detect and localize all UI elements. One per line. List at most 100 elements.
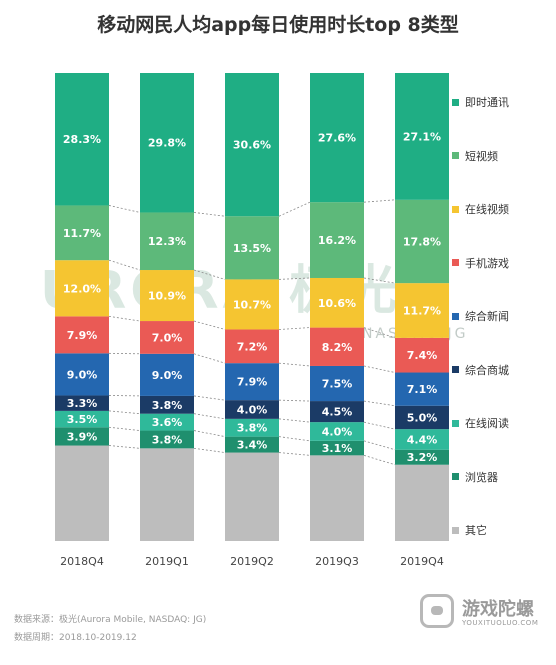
bar-segment xyxy=(55,395,109,411)
bar-segment xyxy=(140,448,194,541)
data-label: 3.1% xyxy=(322,442,353,455)
data-label: 11.7% xyxy=(63,227,101,240)
data-label: 11.7% xyxy=(403,305,441,318)
legend-label: 手机游戏 xyxy=(465,256,509,270)
bar-segment xyxy=(395,337,449,373)
data-label: 27.1% xyxy=(403,130,441,143)
bar-segment xyxy=(55,260,109,317)
bar-segment xyxy=(310,73,364,203)
connector-line xyxy=(108,205,141,213)
data-label: 7.2% xyxy=(237,340,268,353)
data-label: 7.9% xyxy=(67,329,98,342)
legend-label: 综合新闻 xyxy=(465,310,509,323)
data-label: 7.9% xyxy=(237,376,268,389)
data-label: 10.9% xyxy=(148,290,186,303)
connector-line xyxy=(363,421,396,430)
connector-line xyxy=(193,212,226,217)
legend-item: 在线阅读 xyxy=(452,416,509,430)
connector-line xyxy=(193,430,226,438)
footer-source-value: 极光(Aurora Mobile, NASDAQ: JG) xyxy=(59,615,207,625)
connector-line xyxy=(363,277,396,284)
bar-segment xyxy=(395,199,449,284)
data-label: 3.3% xyxy=(67,397,98,410)
stacked-bar-chart: 3.9% 3.5% 3.3% 9.0% 7.9% 12.0% 11.7% 28.3% 2018Q… xyxy=(55,73,449,568)
bar-segment xyxy=(395,464,449,541)
data-label: 3.8% xyxy=(152,399,183,412)
data-label: 4.5% xyxy=(322,406,353,419)
bar-segment xyxy=(395,372,449,406)
connector-line xyxy=(363,440,396,451)
data-label: 16.2% xyxy=(318,234,356,247)
data-label: 4.0% xyxy=(322,425,353,438)
connector-line xyxy=(278,201,311,217)
connector-line xyxy=(193,395,226,401)
data-label: 29.8% xyxy=(148,137,186,150)
data-label: 8.2% xyxy=(322,341,353,354)
data-label: 10.6% xyxy=(318,297,356,310)
bar-segment xyxy=(55,410,109,428)
bar-segment xyxy=(140,413,194,431)
bar-segment xyxy=(395,283,449,338)
connector-line xyxy=(108,445,141,449)
legend-item: 浏览器 xyxy=(452,470,498,484)
connector-line xyxy=(363,400,396,407)
connector-line xyxy=(363,199,396,203)
bar-segment xyxy=(140,353,194,396)
bar-segment xyxy=(395,73,449,200)
data-label: 13.5% xyxy=(233,242,271,255)
connector-line xyxy=(193,353,226,364)
legend-swatch xyxy=(452,473,459,480)
bar-segment xyxy=(225,418,279,437)
data-label: 4.4% xyxy=(407,433,438,446)
connector-line xyxy=(363,365,396,373)
bar-segment xyxy=(395,449,449,465)
connector-line xyxy=(278,277,311,280)
connector-line xyxy=(278,399,311,402)
legend-swatch xyxy=(452,152,459,159)
bar-segment xyxy=(225,436,279,453)
bar-segment xyxy=(395,405,449,430)
data-label: 3.5% xyxy=(67,413,98,426)
data-label: 3.9% xyxy=(67,430,98,443)
legend-item: 即时通讯 xyxy=(452,95,509,109)
bar-segment xyxy=(310,401,364,423)
data-label: 12.0% xyxy=(63,282,101,295)
data-label: 17.8% xyxy=(403,235,441,248)
data-label: 3.4% xyxy=(237,439,268,452)
data-label: 5.0% xyxy=(407,411,438,424)
bar-segment xyxy=(140,430,194,449)
x-tick-label: 2019Q3 xyxy=(315,555,359,568)
data-label: 4.0% xyxy=(237,403,268,416)
data-label: 7.5% xyxy=(322,378,353,391)
bar-segment xyxy=(310,422,364,441)
data-label: 9.0% xyxy=(67,368,98,381)
connector-line xyxy=(278,327,311,330)
legend-swatch xyxy=(452,366,459,373)
legend-swatch xyxy=(452,98,459,106)
bar-segment xyxy=(55,353,109,396)
legend-item: 其它 xyxy=(452,523,487,537)
connector-line xyxy=(108,426,141,431)
bar-segment xyxy=(140,395,194,414)
data-label: 3.8% xyxy=(237,422,268,435)
connector-line xyxy=(363,327,396,339)
bar-segment xyxy=(55,205,109,261)
bar-segment xyxy=(225,400,279,419)
logo-url: YOUXITUOLUO.COM xyxy=(462,619,539,627)
bar-segment xyxy=(225,363,279,401)
footer-period: 数据周期：2018.10-2019.12 xyxy=(14,630,137,643)
data-label: 3.8% xyxy=(152,433,183,446)
legend-item: 手机游戏 xyxy=(452,256,509,270)
bar-segment xyxy=(225,279,279,330)
legend-label: 在线阅读 xyxy=(465,417,509,430)
x-tick-label: 2018Q4 xyxy=(60,555,104,568)
connector-line xyxy=(108,315,141,322)
x-tick-label: 2019Q4 xyxy=(400,555,444,568)
connector-line xyxy=(108,259,141,271)
data-label: 30.6% xyxy=(233,139,271,152)
legend-label: 浏览器 xyxy=(465,470,498,484)
connector-line xyxy=(278,436,311,442)
bar-segment xyxy=(140,321,194,354)
footer-period-label: 数据周期： xyxy=(14,633,60,643)
legend-swatch xyxy=(452,312,459,320)
